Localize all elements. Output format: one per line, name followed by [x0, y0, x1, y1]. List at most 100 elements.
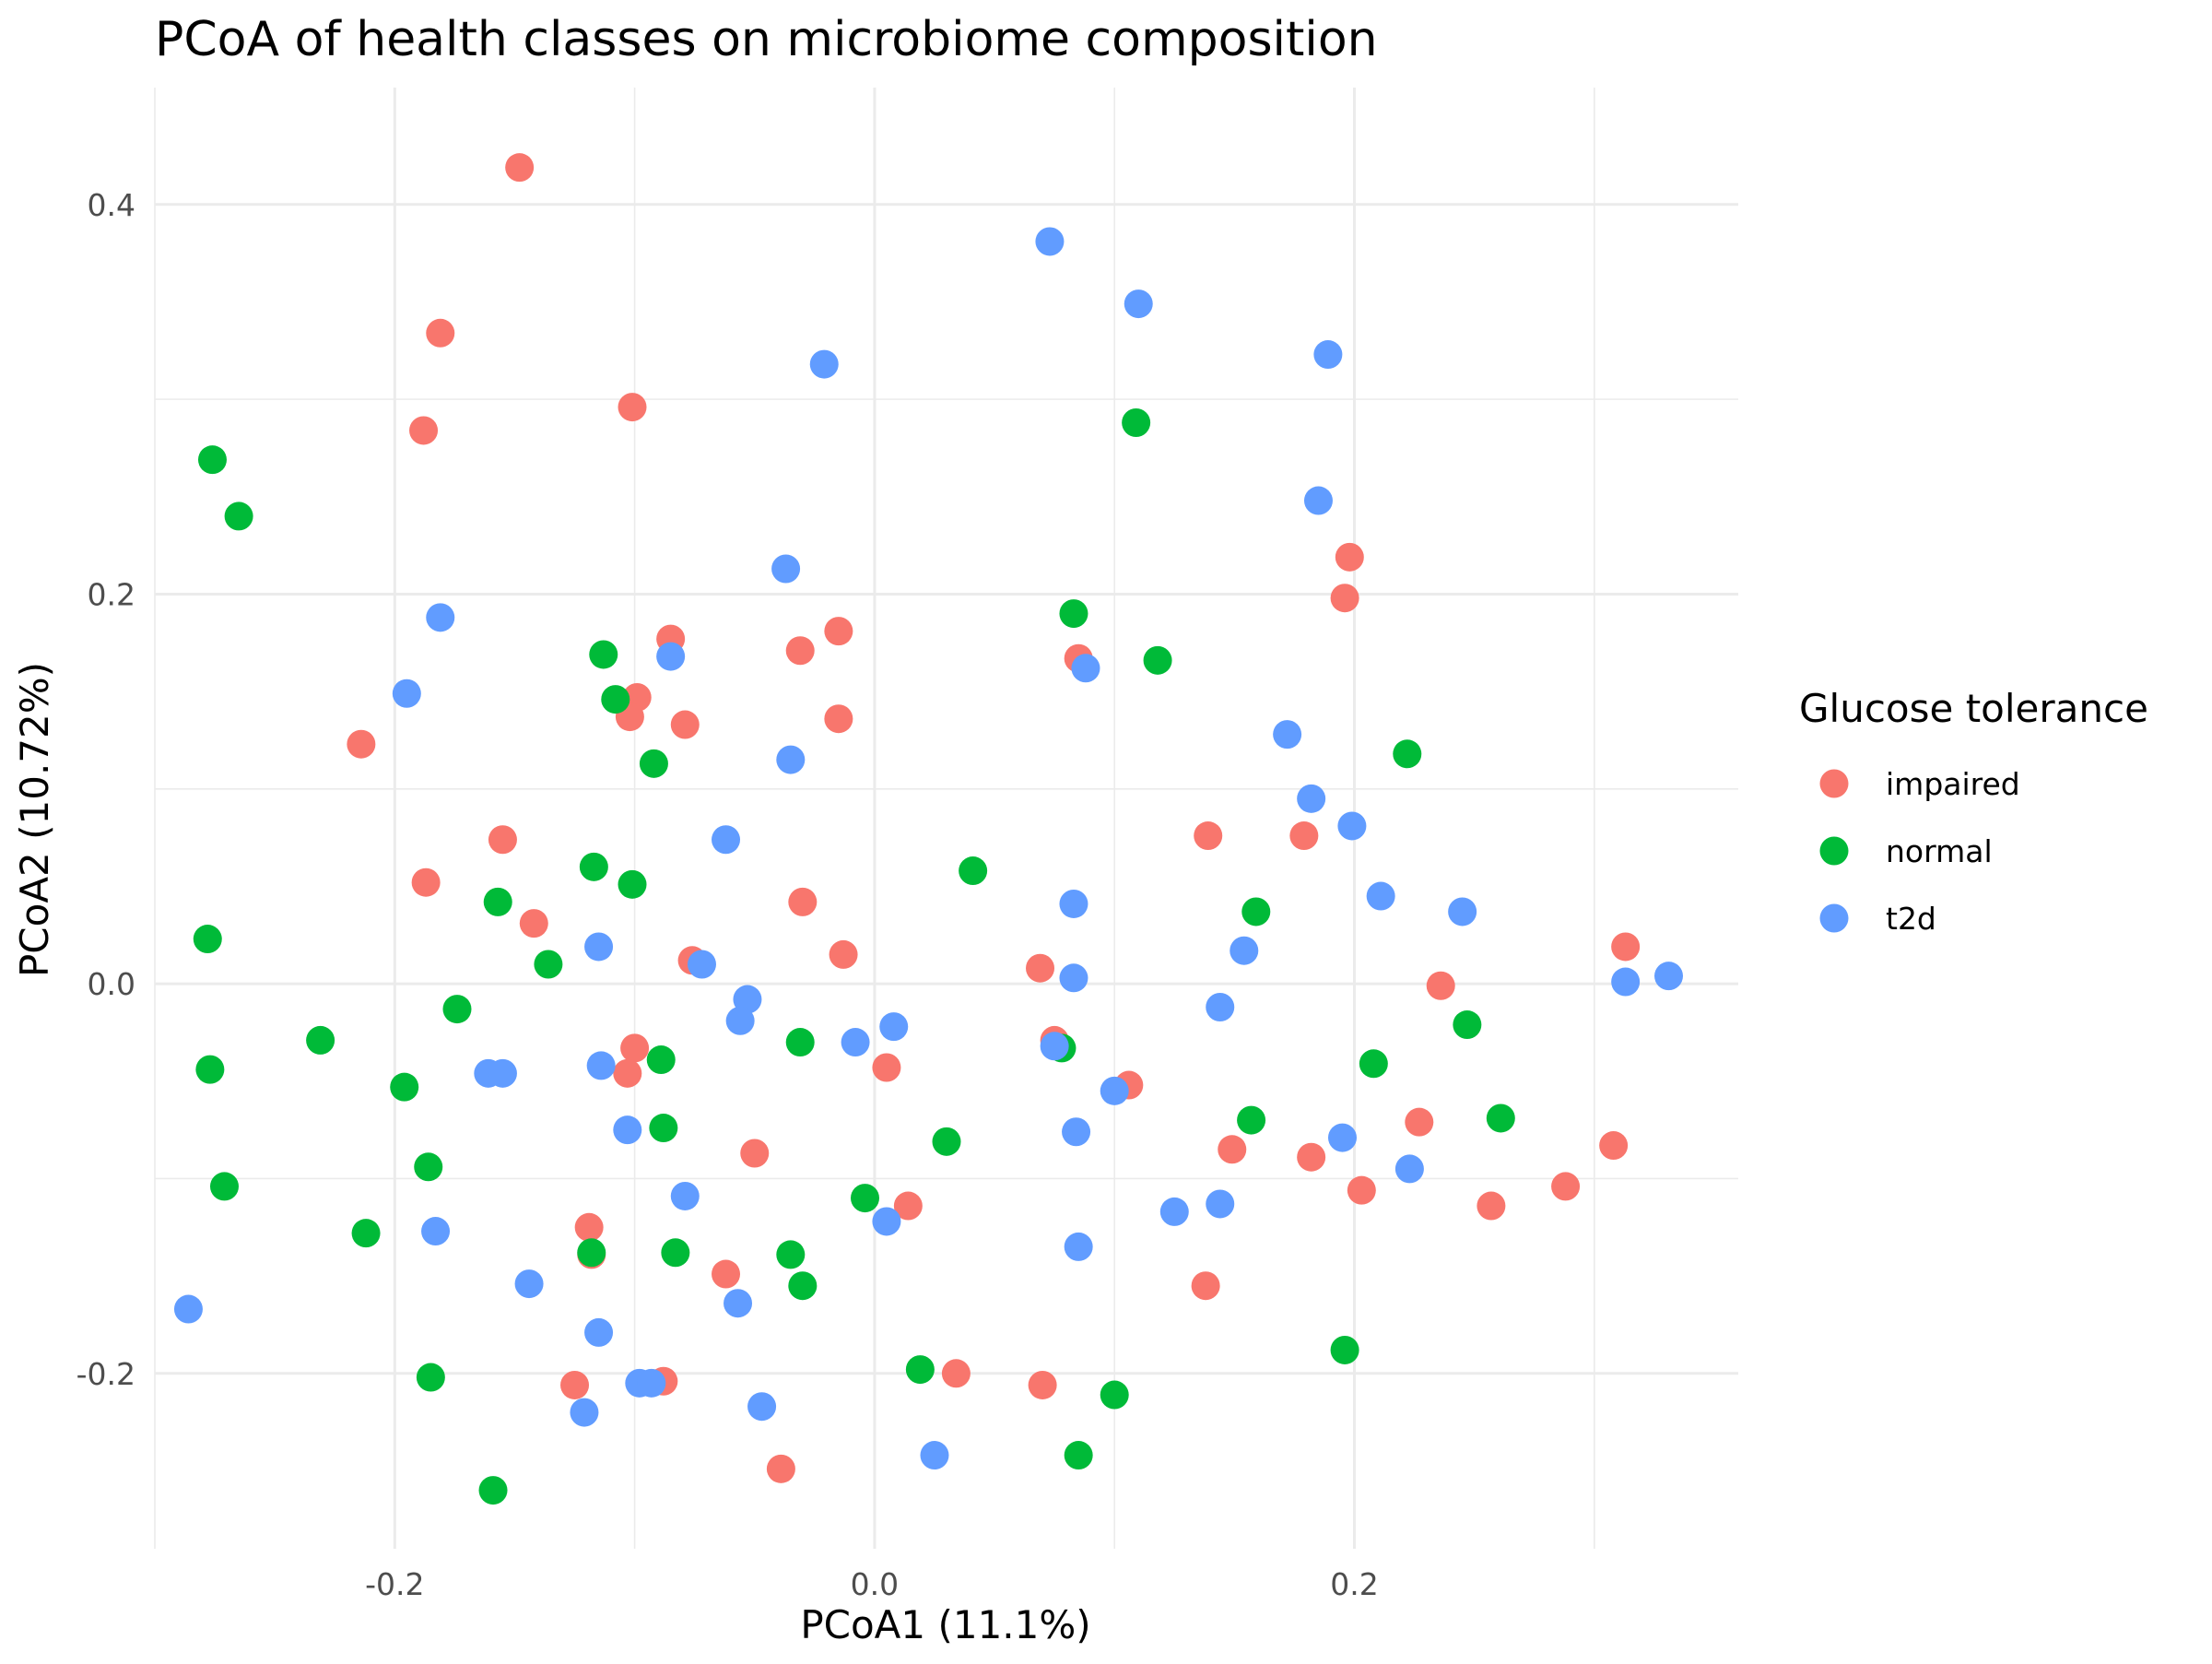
data-point-impaired [740, 1139, 770, 1168]
data-point-impaired [829, 939, 858, 969]
data-point-t2d [421, 1217, 451, 1246]
chart-title: PCoA of health classes on microbiome com… [155, 12, 1378, 67]
data-point-impaired [347, 729, 376, 759]
data-point-t2d [1337, 811, 1367, 841]
data-point-t2d [586, 1051, 616, 1080]
data-point-impaired [1611, 932, 1641, 962]
x-axis-ticks: -0.2 0.0 0.2 [365, 1566, 1379, 1602]
data-point-impaired [1026, 953, 1055, 983]
data-point-t2d [920, 1441, 949, 1470]
legend: Glucose tolerance impaired normal t2d [1799, 686, 2148, 937]
data-point-t2d [488, 1058, 517, 1088]
data-point-t2d [1100, 1076, 1129, 1105]
data-point-t2d [809, 349, 839, 379]
data-point-impaired [519, 909, 548, 938]
data-point-normal [416, 1363, 445, 1392]
data-point-t2d [670, 1181, 700, 1210]
data-point-impaired [505, 153, 535, 183]
data-point-t2d [1366, 881, 1395, 911]
data-point-normal [1122, 407, 1151, 437]
data-point-t2d [1448, 897, 1477, 926]
data-point-impaired [1028, 1370, 1057, 1399]
data-point-impaired [788, 887, 818, 916]
data-point-t2d [1059, 889, 1088, 918]
data-point-t2d [724, 1289, 753, 1318]
data-point-normal [390, 1072, 419, 1102]
data-point-t2d [1124, 289, 1153, 319]
data-point-t2d [725, 1006, 755, 1035]
data-point-normal [577, 1238, 606, 1268]
data-point-impaired [1297, 1142, 1326, 1172]
legend-label-normal: normal [1886, 833, 1993, 869]
data-point-normal [589, 640, 618, 669]
data-point-t2d [656, 642, 686, 671]
data-point-t2d [687, 950, 716, 979]
data-point-impaired [618, 393, 647, 422]
data-point-t2d [712, 825, 741, 855]
data-point-normal [1059, 599, 1088, 629]
data-point-t2d [776, 745, 806, 774]
data-points [173, 153, 1684, 1505]
data-point-t2d [1071, 654, 1100, 683]
data-point-normal [483, 887, 512, 916]
data-point-normal [195, 1055, 225, 1084]
data-point-t2d [872, 1207, 901, 1236]
legend-key-impaired [1819, 769, 1849, 798]
data-point-t2d [514, 1269, 544, 1299]
data-point-impaired [1426, 971, 1455, 1000]
data-point-impaired [560, 1370, 590, 1399]
data-point-impaired [1194, 821, 1223, 851]
data-point-t2d [879, 1012, 909, 1042]
data-point-impaired [411, 867, 441, 897]
data-point-normal [193, 925, 222, 954]
legend-items: impaired normal t2d [1819, 766, 2020, 937]
data-point-impaired [824, 617, 853, 646]
data-point-t2d [173, 1294, 203, 1324]
data-point-t2d [1206, 1189, 1235, 1219]
data-point-t2d [1230, 936, 1259, 965]
data-point-t2d [1159, 1197, 1189, 1226]
data-point-t2d [1611, 967, 1641, 997]
data-point-impaired [785, 636, 815, 666]
data-point-normal [224, 502, 253, 531]
y-tick-label: -0.2 [76, 1356, 135, 1392]
data-point-impaired [1477, 1191, 1506, 1221]
data-point-normal [850, 1184, 879, 1213]
data-point-normal [785, 1028, 815, 1057]
data-point-normal [1064, 1441, 1093, 1470]
data-point-t2d [637, 1368, 666, 1398]
data-point-t2d [1064, 1232, 1093, 1261]
data-point-normal [579, 852, 608, 881]
data-point-normal [1237, 1105, 1266, 1135]
data-point-t2d [841, 1028, 870, 1057]
data-point-impaired [620, 1033, 650, 1063]
data-point-impaired [712, 1259, 741, 1289]
data-point-normal [932, 1127, 961, 1156]
data-point-normal [905, 1355, 935, 1385]
data-point-t2d [747, 1392, 777, 1422]
data-point-normal [1359, 1049, 1388, 1079]
data-point-normal [209, 1172, 239, 1201]
data-point-impaired [1347, 1175, 1376, 1205]
data-point-t2d [1035, 227, 1065, 256]
data-point-normal [478, 1476, 508, 1505]
data-point-t2d [1297, 784, 1326, 813]
y-tick-label: 0.4 [88, 187, 135, 223]
data-point-t2d [1394, 1154, 1424, 1184]
grid-lines [154, 88, 1738, 1549]
data-point-impaired [766, 1454, 795, 1483]
legend-title: Glucose tolerance [1799, 686, 2148, 731]
data-point-t2d [570, 1398, 599, 1427]
data-point-impaired [1289, 821, 1319, 851]
legend-key-t2d [1819, 903, 1849, 933]
series-normal [193, 407, 1515, 1505]
y-tick-label: 0.0 [88, 966, 135, 1002]
data-point-t2d [426, 603, 455, 632]
data-point-normal [601, 685, 630, 714]
data-point-impaired [1218, 1135, 1247, 1164]
data-point-normal [618, 869, 647, 899]
data-point-impaired [1405, 1107, 1434, 1137]
x-axis-title: PCoA1 (11.1%) [800, 1602, 1090, 1647]
